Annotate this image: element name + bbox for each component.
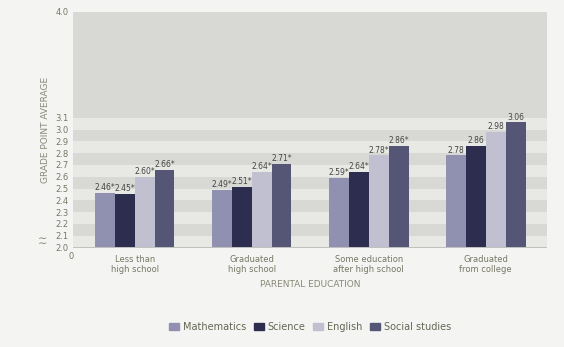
Text: 2.64*: 2.64* <box>349 162 369 171</box>
Bar <box>135 177 155 247</box>
Bar <box>389 146 408 247</box>
Text: 2.86*: 2.86* <box>388 136 409 145</box>
Text: 0: 0 <box>68 252 73 261</box>
Text: 2.51*: 2.51* <box>231 177 252 186</box>
Text: 2.98: 2.98 <box>487 122 504 131</box>
Bar <box>329 178 349 247</box>
Bar <box>73 188 547 200</box>
Bar <box>73 236 547 247</box>
Bar <box>252 172 272 247</box>
Text: ∼: ∼ <box>38 239 47 249</box>
Bar <box>349 172 369 247</box>
Bar <box>114 194 135 247</box>
Bar <box>73 177 547 188</box>
Bar <box>95 193 114 247</box>
Text: 2.45*: 2.45* <box>114 185 135 194</box>
Legend: Mathematics, Science, English, Social studies: Mathematics, Science, English, Social st… <box>166 318 455 336</box>
Text: 2.78: 2.78 <box>448 145 464 154</box>
Bar <box>272 164 292 247</box>
Bar <box>73 11 547 118</box>
Bar <box>155 170 174 247</box>
X-axis label: PARENTAL EDUCATION: PARENTAL EDUCATION <box>260 280 360 289</box>
Bar <box>73 118 547 129</box>
Y-axis label: GRADE POINT AVERAGE: GRADE POINT AVERAGE <box>41 77 50 183</box>
Bar <box>212 190 232 247</box>
Bar <box>486 132 506 247</box>
Text: 2.86: 2.86 <box>468 136 484 145</box>
Bar <box>73 200 547 212</box>
Text: 3.06: 3.06 <box>507 112 524 121</box>
Bar <box>73 212 547 224</box>
Bar <box>73 129 547 141</box>
Text: 2.78*: 2.78* <box>368 145 389 154</box>
Bar <box>73 153 547 165</box>
Bar <box>506 122 526 247</box>
Text: 2.46*: 2.46* <box>94 183 115 192</box>
Text: 2.59*: 2.59* <box>328 168 349 177</box>
Bar <box>73 141 547 153</box>
Text: 2.60*: 2.60* <box>134 167 155 176</box>
Text: 2.64*: 2.64* <box>251 162 272 171</box>
Bar <box>232 187 252 247</box>
Text: 2.49*: 2.49* <box>212 180 232 189</box>
Bar <box>73 165 547 177</box>
Bar <box>446 155 466 247</box>
Bar <box>466 146 486 247</box>
Bar <box>73 224 547 236</box>
Bar <box>369 155 389 247</box>
Text: 2.66*: 2.66* <box>154 160 175 169</box>
Text: 2.71*: 2.71* <box>271 154 292 163</box>
Text: ∼: ∼ <box>38 234 47 244</box>
